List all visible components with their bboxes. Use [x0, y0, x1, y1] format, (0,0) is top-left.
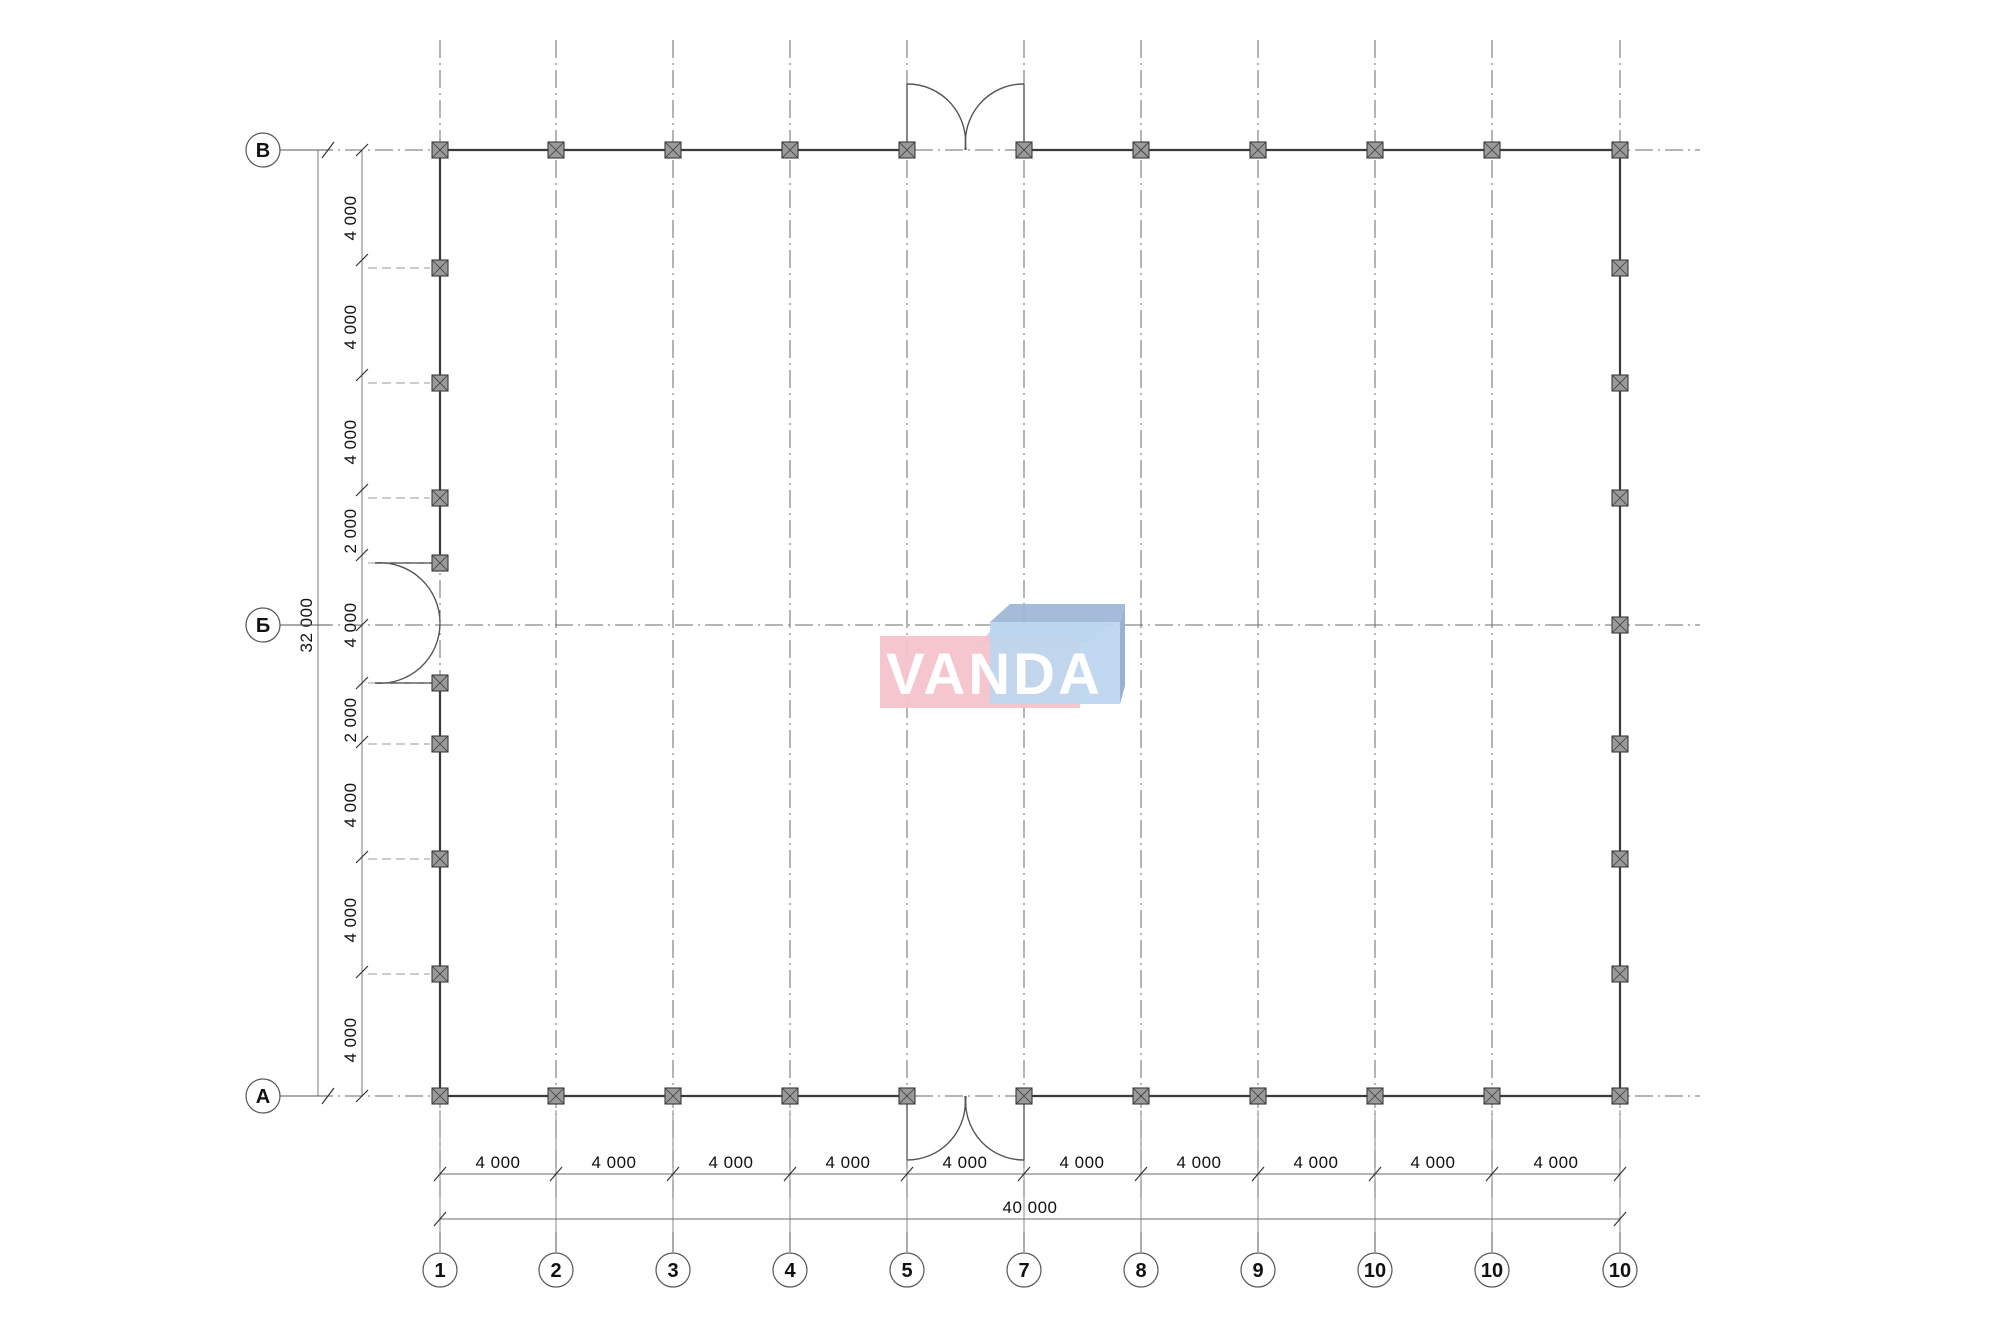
structural-column-right: [1611, 259, 1629, 983]
dim-bottom-7: 4 000: [1176, 1153, 1221, 1172]
grid-bubble-h-label-11: 10: [1609, 1260, 1631, 1282]
dim-bottom-10: 4 000: [1533, 1153, 1578, 1172]
grid-bubble-horizontal: 1 2 3 4 5 7 8 9 10 10 10: [422, 1232, 1638, 1288]
double-door-swing: [906, 83, 1025, 151]
grid-bubble-label-b: Б: [256, 615, 270, 637]
left-dimension-label: 4 000 4 000 4 000 2 000 4 000 2 000 4 00…: [341, 195, 360, 1062]
left-dimension-line: [317, 150, 363, 1096]
grid-bubble-label-v: В: [256, 140, 270, 162]
dim-left-4: 2 000: [341, 508, 360, 553]
grid-bubble-h-circle-3[interactable]: [655, 1252, 691, 1288]
grid-bubble-h-label-5: 5: [901, 1260, 912, 1282]
grid-bubble-h-label-9: 10: [1364, 1260, 1386, 1282]
left-dimension-tick: [355, 143, 369, 1103]
double-door-swing-bottom: [906, 1095, 1025, 1161]
watermark-blue-bevel: [990, 604, 1125, 622]
overall-horizontal-dimension: 40 000: [1003, 1198, 1058, 1217]
bottom-dimension-label: 4 000 4 000 4 000 4 000 4 000 4 000 4 00…: [475, 1153, 1578, 1172]
watermark-text: VANDA: [886, 642, 1103, 707]
grid-bubble-h-circle-5[interactable]: [889, 1252, 925, 1288]
grid-bubble-h-label-7: 8: [1135, 1260, 1146, 1282]
dim-left-6: 2 000: [341, 697, 360, 742]
watermark-blue-side: [1120, 604, 1125, 704]
dim-left-2: 4 000: [341, 304, 360, 349]
grid-bubble-h-label-3: 3: [667, 1260, 678, 1282]
dim-bottom-9: 4 000: [1410, 1153, 1455, 1172]
dim-left-3: 4 000: [341, 419, 360, 464]
structural-column: [431, 141, 1629, 159]
grid-bubble-h-circle-8[interactable]: [1240, 1252, 1276, 1288]
bottom-dimension-extension: [439, 1110, 1621, 1232]
dim-left-9: 4 000: [341, 1017, 360, 1062]
grid-bubble-label-a: А: [256, 1086, 270, 1108]
dim-left-8: 4 000: [341, 897, 360, 942]
bottom-dimension-line: [440, 1173, 1620, 1220]
dim-bottom-8: 4 000: [1293, 1153, 1338, 1172]
watermark-blue-block: [990, 622, 1120, 704]
left-dimension-extension: [368, 267, 430, 975]
grid-bubble-h-circle-4[interactable]: [772, 1252, 808, 1288]
grid-bubble-h-label-8: 9: [1252, 1260, 1263, 1282]
dim-bottom-6: 4 000: [1059, 1153, 1104, 1172]
dim-left-5: 4 000: [341, 602, 360, 647]
grid-bubble-vertical: В Б А: [245, 132, 330, 1114]
grid-bubble-h-circle-2[interactable]: [538, 1252, 574, 1288]
structural-column-bottom: [431, 1087, 1629, 1105]
grid-bubble-h-label-10: 10: [1481, 1260, 1503, 1282]
double-door-swing-left: [374, 562, 441, 684]
dim-bottom-4: 4 000: [825, 1153, 870, 1172]
grid-bubble-h-circle-11[interactable]: [1602, 1252, 1638, 1288]
grid-bubble-h-label-1: 1: [434, 1260, 445, 1282]
grid-bubble-h-circle-1[interactable]: [422, 1252, 458, 1288]
dim-bottom-1: 4 000: [475, 1153, 520, 1172]
grid-bubble-h-circle-7[interactable]: [1123, 1252, 1159, 1288]
dim-left-1: 4 000: [341, 195, 360, 240]
grid-bubble-h-label-4: 4: [784, 1260, 796, 1282]
grid-bubble-h-circle-10[interactable]: [1474, 1252, 1510, 1288]
grid-bubble-h-label-6: 7: [1018, 1260, 1029, 1282]
dim-bottom-5: 4 000: [942, 1153, 987, 1172]
dim-bottom-2: 4 000: [591, 1153, 636, 1172]
axis-origin-tick: [321, 141, 335, 1105]
grid-bubble-h-circle-6[interactable]: [1006, 1252, 1042, 1288]
bottom-dimension-tick: [433, 1166, 1627, 1227]
dim-bottom-3: 4 000: [708, 1153, 753, 1172]
watermark: VANDA: [880, 604, 1125, 708]
grid-bubble-h-label-2: 2: [550, 1260, 561, 1282]
dim-left-7: 4 000: [341, 782, 360, 827]
grid-bubble-h-circle-9[interactable]: [1357, 1252, 1393, 1288]
structural-column-left: [431, 259, 449, 983]
